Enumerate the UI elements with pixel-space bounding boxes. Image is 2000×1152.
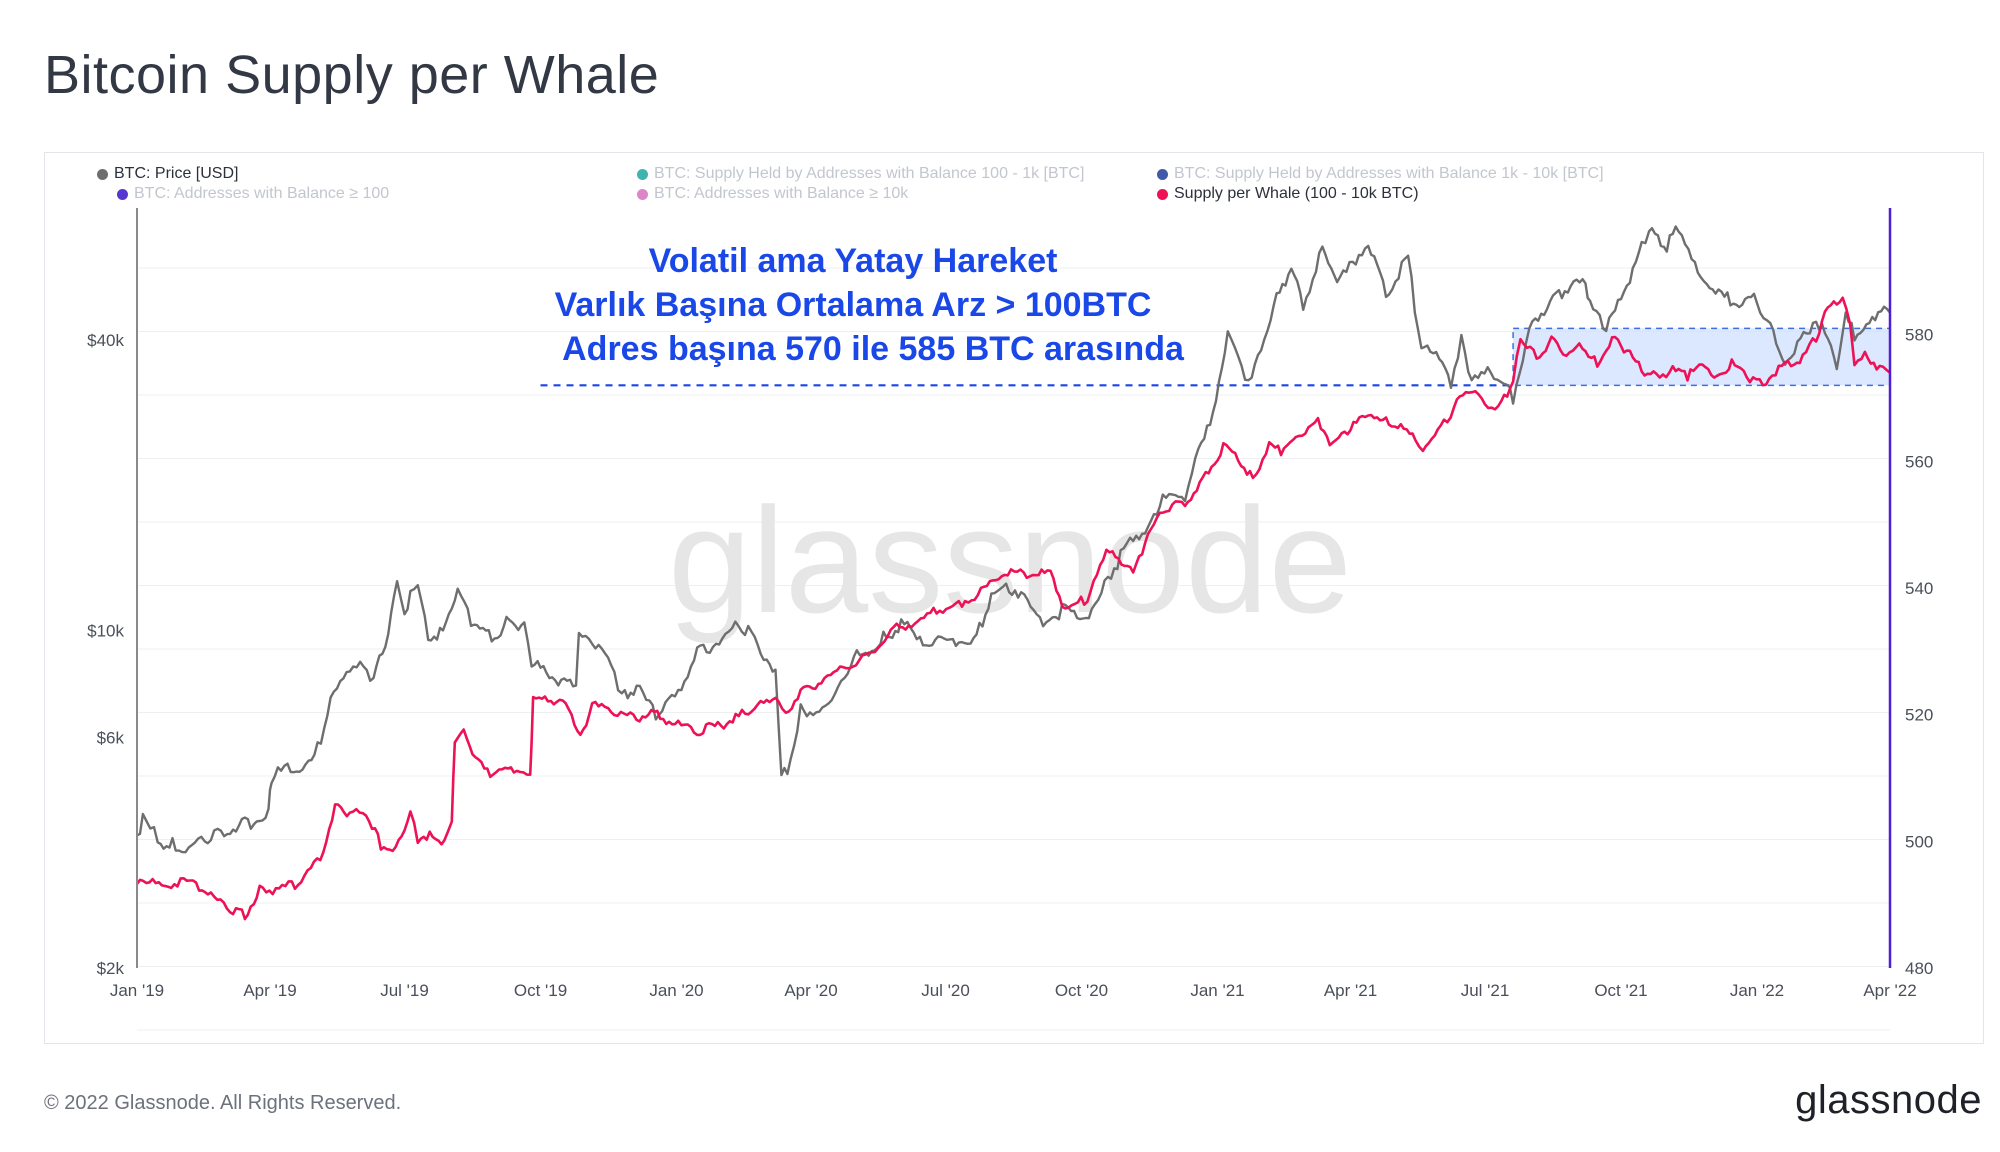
y-left-tick-label: $40k: [87, 331, 124, 350]
y-right-tick-label: 560: [1905, 452, 1933, 471]
supply-per-whale-line: [135, 296, 1891, 921]
y-right-tick-label: 520: [1905, 706, 1933, 725]
legend-item-addresses-10k[interactable]: BTC: Addresses with Balance ≥ 10k: [637, 185, 908, 203]
chart-card: BTC: Price [USD] BTC: Supply Held by Add…: [44, 152, 1984, 1044]
legend-label: BTC: Supply Held by Addresses with Balan…: [654, 165, 1085, 182]
annotation-line-3: Adres başına 570 ile 585 BTC arasında: [562, 330, 1185, 368]
x-tick-label: Oct '20: [1055, 981, 1108, 1000]
x-tick-label: Oct '21: [1594, 981, 1647, 1000]
annotation-line-1: Volatil ama Yatay Hareket: [649, 242, 1058, 280]
y-right-tick-label: 500: [1905, 832, 1933, 851]
legend-item-price[interactable]: BTC: Price [USD]: [97, 165, 238, 183]
x-tick-label: Jan '20: [649, 981, 703, 1000]
legend-dot-icon: [117, 188, 128, 200]
legend-label: BTC: Addresses with Balance ≥ 10k: [654, 185, 909, 202]
annotation: Volatil ama Yatay Hareket Varlık Başına …: [555, 242, 1185, 368]
x-tick-label: Jan '21: [1190, 981, 1244, 1000]
glassnode-logo[interactable]: glassnode: [1795, 1078, 1982, 1122]
price-series-line: [136, 225, 1891, 854]
legend-item-supply-100-1k[interactable]: BTC: Supply Held by Addresses with Balan…: [637, 165, 1084, 183]
legend-item-supply-1k-10k[interactable]: BTC: Supply Held by Addresses with Balan…: [1157, 165, 1604, 183]
x-tick-label: Jan '19: [110, 981, 164, 1000]
x-tick-label: Apr '22: [1863, 981, 1916, 1000]
y-left-tick-label: $10k: [87, 622, 124, 641]
y-left-tick-label: $6k: [97, 729, 125, 748]
y-right-tick-label: 540: [1905, 579, 1933, 598]
legend-label: BTC: Supply Held by Addresses with Balan…: [1174, 165, 1604, 182]
y-right-tick-label: 580: [1905, 326, 1933, 345]
legend-label: BTC: Addresses with Balance ≥ 100: [134, 185, 390, 202]
legend-item-supply-per-whale[interactable]: Supply per Whale (100 - 10k BTC): [1157, 185, 1419, 203]
x-tick-label: Jul '21: [1461, 981, 1510, 1000]
watermark: glassnode: [668, 476, 1352, 644]
legend-dot-icon: [637, 188, 648, 200]
legend-label: Supply per Whale (100 - 10k BTC): [1174, 185, 1419, 202]
legend-dot-icon: [1157, 188, 1168, 200]
copyright: © 2022 Glassnode. All Rights Reserved.: [44, 1092, 402, 1114]
x-tick-label: Apr '19: [243, 981, 296, 1000]
legend-item-addresses-100[interactable]: BTC: Addresses with Balance ≥ 100: [117, 185, 389, 203]
x-tick-label: Oct '19: [514, 981, 567, 1000]
x-tick-label: Jul '20: [921, 981, 970, 1000]
legend-label: BTC: Price [USD]: [114, 165, 239, 182]
x-tick-label: Apr '21: [1324, 981, 1377, 1000]
legend-dot-icon: [97, 168, 108, 180]
legend-dot-icon: [637, 168, 648, 180]
y-left-tick-label: $2k: [97, 959, 125, 978]
legend-dot-icon: [1157, 168, 1168, 180]
x-tick-label: Jul '19: [380, 981, 429, 1000]
y-right-tick-label: 480: [1905, 959, 1933, 978]
x-tick-label: Jan '22: [1730, 981, 1784, 1000]
page-title: Bitcoin Supply per Whale: [44, 45, 660, 105]
series-layer: [135, 225, 1891, 921]
axes: Jan '19 Apr '19 Jul '19 Oct '19 Jan '20 Apr '…: [87, 208, 1933, 1000]
annotation-line-2: Varlık Başına Ortalama Arz > 100BTC: [555, 286, 1152, 324]
x-tick-label: Apr '20: [784, 981, 837, 1000]
